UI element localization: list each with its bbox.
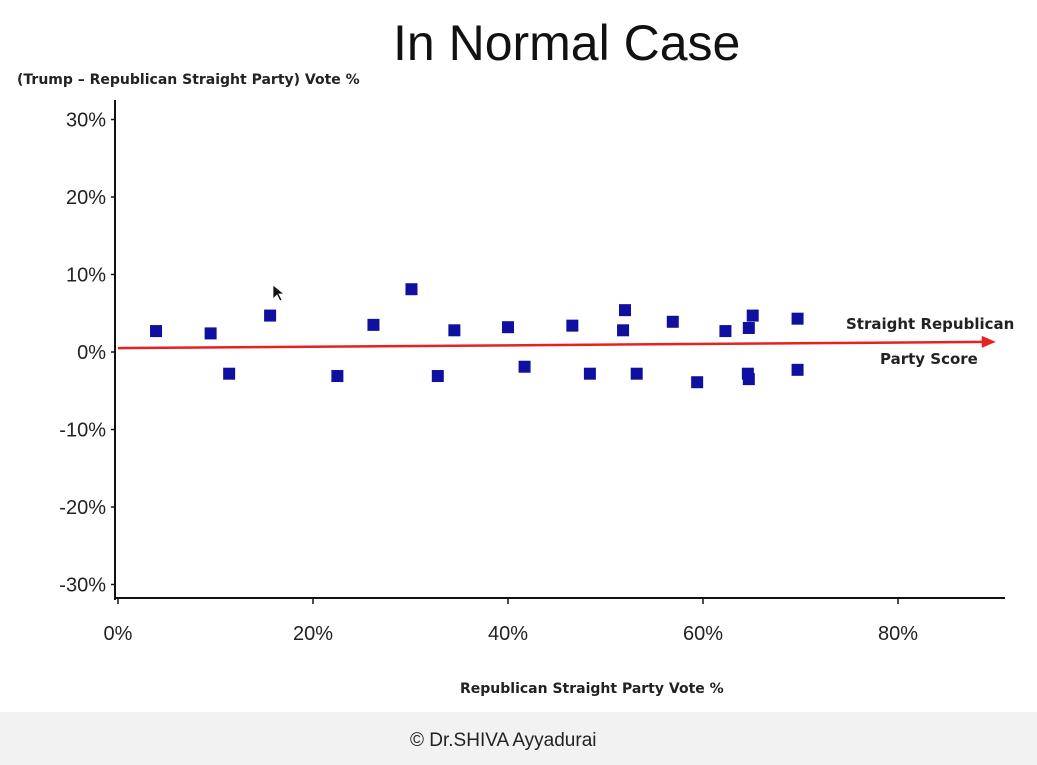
data-point bbox=[331, 370, 344, 383]
data-point bbox=[746, 309, 759, 322]
y-tick-label: -20% bbox=[59, 497, 106, 519]
data-point bbox=[431, 370, 444, 383]
x-tick-label: 0% bbox=[104, 623, 133, 645]
data-point bbox=[448, 324, 461, 337]
x-axis-label: Republican Straight Party Vote % bbox=[460, 681, 724, 697]
data-point bbox=[617, 324, 630, 337]
data-point bbox=[791, 363, 804, 376]
y-tick-label: 10% bbox=[66, 265, 106, 287]
x-tick-label: 80% bbox=[878, 623, 918, 645]
y-axis-label: (Trump – Republican Straight Party) Vote… bbox=[17, 72, 360, 88]
data-point bbox=[502, 321, 514, 334]
trend-annotation-line2: Party Score bbox=[880, 350, 978, 368]
data-point bbox=[666, 315, 679, 328]
data-point bbox=[204, 327, 217, 340]
data-point bbox=[518, 360, 531, 373]
data-point bbox=[742, 321, 755, 334]
mouse-cursor-icon bbox=[272, 284, 286, 302]
data-point bbox=[691, 376, 704, 389]
trend-line bbox=[117, 340, 986, 350]
data-point bbox=[264, 309, 277, 322]
data-point bbox=[630, 367, 643, 380]
data-point bbox=[619, 304, 631, 317]
footer-band bbox=[0, 712, 1037, 765]
x-tick-label: 40% bbox=[488, 623, 528, 645]
copyright: © Dr.SHIVA Ayyadurai bbox=[410, 730, 597, 751]
data-point bbox=[719, 325, 732, 338]
y-tick-label: 0% bbox=[77, 342, 106, 364]
y-tick-label: 30% bbox=[66, 110, 106, 132]
data-point bbox=[150, 325, 163, 338]
x-tick-label: 20% bbox=[293, 623, 333, 645]
data-point bbox=[566, 319, 579, 332]
trend-annotation-line1: Straight Republican bbox=[846, 315, 1015, 333]
data-point bbox=[742, 373, 755, 386]
y-tick-label: -10% bbox=[59, 420, 106, 442]
chart-title: In Normal Case bbox=[393, 15, 741, 71]
x-tick-label: 60% bbox=[683, 623, 723, 645]
y-tick-label: 20% bbox=[66, 187, 106, 209]
data-point bbox=[367, 318, 380, 331]
data-point bbox=[791, 312, 804, 325]
trend-arrowhead bbox=[981, 335, 996, 348]
data-point bbox=[223, 367, 236, 380]
data-point bbox=[405, 283, 418, 296]
y-tick-label: -30% bbox=[59, 575, 106, 597]
data-point bbox=[583, 367, 596, 380]
